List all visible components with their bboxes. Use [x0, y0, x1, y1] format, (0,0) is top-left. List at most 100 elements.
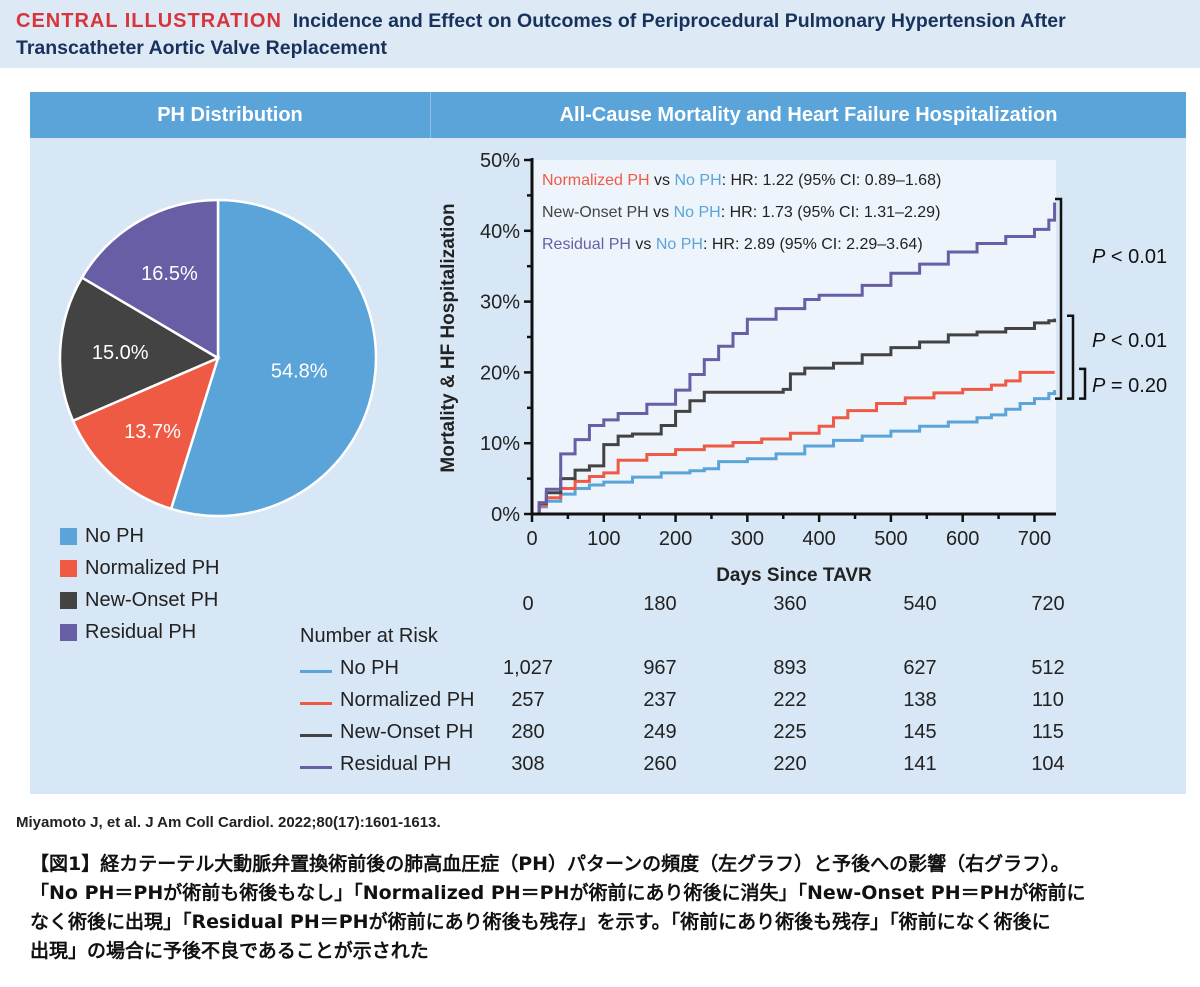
number-at-risk-title: Number at Risk	[300, 625, 438, 647]
caption-line: なく術後に出現」「Residual PH＝PHが術前にあり術後も残存」を示す。「…	[30, 911, 1051, 933]
risk-timepoint: 0	[522, 593, 534, 615]
hr-group: Residual PH	[542, 236, 631, 253]
hr-group: Normalized PH	[542, 172, 650, 189]
x-tick-label: 500	[874, 528, 907, 550]
x-tick-label: 700	[1018, 528, 1051, 550]
risk-value: 225	[773, 721, 807, 743]
risk-line-normalized-ph	[300, 702, 332, 705]
risk-timepoint: 540	[903, 593, 937, 615]
x-axis-label: Days Since TAVR	[716, 565, 872, 586]
p-value-normalized-ph-vs-no-ph: P = 0.20	[1092, 375, 1167, 397]
y-tick-label: 0%	[491, 504, 520, 526]
risk-value: 145	[903, 721, 937, 743]
risk-value: 220	[773, 753, 807, 775]
risk-value: 110	[1032, 689, 1064, 711]
km-chart: 0%10%20%30%40%50%0 100 200 300 400 500 600 700 …	[438, 150, 1167, 586]
figure-title-text: Incidence and Effect on Outcomes of Peri…	[16, 10, 1066, 59]
risk-timepoint: 720	[1031, 593, 1065, 615]
km-curve-normalized-ph	[532, 370, 1055, 516]
risk-value: 257	[511, 689, 545, 711]
risk-value: 115	[1032, 721, 1064, 743]
risk-value: 512	[1031, 657, 1065, 679]
x-tick-label: 100	[587, 528, 620, 550]
risk-value: 141	[903, 753, 937, 775]
risk-row-label: New-Onset PH	[340, 721, 474, 743]
legend-swatch-no-ph	[60, 527, 77, 545]
figure-title: CENTRAL ILLUSTRATION Incidence and Effec…	[16, 8, 1196, 62]
x-tick-label: 400	[802, 528, 835, 550]
legend-item-new-onset-ph: New-Onset PH	[60, 584, 219, 616]
citation: Miyamoto J, et al. J Am Coll Cardiol. 20…	[16, 814, 441, 831]
hr-ref: No PH	[674, 204, 721, 221]
header-divider	[430, 92, 431, 138]
p-value-residual-ph-vs-no-ph: P < 0.01	[1092, 246, 1167, 268]
x-tick-label: 300	[731, 528, 764, 550]
p-symbol: P	[1092, 330, 1106, 352]
pie-chart: 54.8% 13.7% 15.0% 16.5%	[58, 198, 378, 518]
legend-item-normalized-ph: Normalized PH	[60, 552, 219, 584]
legend-swatch-residual-ph	[60, 623, 77, 641]
p-symbol: P	[1092, 375, 1106, 397]
p-value-text: < 0.01	[1105, 246, 1167, 268]
legend-item-residual-ph: Residual PH	[60, 616, 219, 648]
p-value-bracket	[1055, 197, 1063, 400]
pie-slice-new-onset-ph	[58, 275, 221, 423]
risk-row-label: No PH	[340, 657, 399, 679]
p-value-new-onset-ph-vs-no-ph: P < 0.01	[1092, 330, 1167, 352]
risk-value: 308	[511, 753, 545, 775]
legend-swatch-normalized-ph	[60, 559, 77, 577]
hr-line-normalized-ph: Normalized PH vs No PH: HR: 1.22 (95% CI…	[542, 172, 941, 189]
x-tick-label: 0	[526, 528, 537, 550]
pie-slice-no-ph	[169, 198, 378, 518]
caption-line: 「No PH＝PHが術前も術後もなし」「Normalized PH＝PHが術前に…	[30, 882, 1086, 904]
y-tick-label: 40%	[480, 221, 520, 243]
japanese-caption: 【図1】経カテーテル大動脈弁置換術前後の肺高血圧症（PH）パターンの頻度（左グラ…	[30, 850, 1190, 966]
y-tick-label: 30%	[480, 292, 520, 314]
hazard-ratio-annotations: Normalized PH vs No PH: HR: 1.22 (95% CI…	[542, 172, 941, 253]
km-curve-new-onset-ph	[532, 318, 1057, 516]
p-value-bracket	[1079, 367, 1087, 400]
pie-label-residual-ph: 16.5%	[141, 263, 198, 285]
p-value-annotations: P < 0.01P < 0.01P = 0.20	[1055, 197, 1167, 400]
pie-slice-residual-ph	[80, 198, 220, 361]
risk-value: 222	[773, 689, 807, 711]
x-tick-label: 200	[659, 528, 692, 550]
risk-row-label: Residual PH	[340, 753, 452, 775]
risk-timepoint: 180	[643, 593, 677, 615]
hr-line-new-onset-ph: New-Onset PH vs No PH: HR: 1.73 (95% CI:…	[542, 204, 940, 221]
legend-label: Residual PH	[85, 620, 197, 643]
hr-line-residual-ph: Residual PH vs No PH: HR: 2.89 (95% CI: …	[542, 236, 923, 253]
title-band: CENTRAL ILLUSTRATION Incidence and Effec…	[0, 0, 1200, 68]
p-value-text: < 0.01	[1105, 330, 1167, 352]
legend-label: New-Onset PH	[85, 588, 219, 611]
pie-slice-normalized-ph	[71, 355, 221, 511]
km-curve-residual-ph	[532, 202, 1057, 516]
hr-stat: : HR: 1.73 (95% CI: 1.31–2.29)	[721, 204, 941, 221]
risk-value: 280	[511, 721, 545, 743]
p-value-text: = 0.20	[1105, 375, 1167, 397]
y-axis-label: Mortality & HF Hospitalization	[438, 203, 459, 472]
hr-ref: No PH	[675, 172, 722, 189]
pie-panel-header: PH Distribution	[30, 92, 430, 138]
hr-vs: vs	[654, 172, 670, 189]
hr-vs: vs	[653, 204, 669, 221]
risk-value: 260	[643, 753, 677, 775]
legend-item-no-ph: No PH	[60, 520, 219, 552]
risk-value: 237	[643, 689, 677, 711]
risk-line-no-ph	[300, 670, 332, 673]
pie-legend: No PH Normalized PH New-Onset PH Residua…	[60, 520, 219, 648]
pie-label-no-ph: 54.8%	[271, 360, 328, 382]
hr-stat: : HR: 1.22 (95% CI: 0.89–1.68)	[722, 172, 942, 189]
risk-value: 138	[903, 689, 937, 711]
risk-value: 249	[643, 721, 677, 743]
legend-label: Normalized PH	[85, 556, 220, 579]
risk-value: 893	[773, 657, 807, 679]
risk-line-new-onset-ph	[300, 734, 332, 737]
hr-ref: No PH	[656, 236, 703, 253]
km-curve-no-ph	[532, 390, 1057, 516]
risk-value: 104	[1031, 753, 1065, 775]
caption-line: 出現」の場合に予後不良であることが示された	[30, 940, 429, 962]
x-tick-label: 600	[946, 528, 979, 550]
legend-label: No PH	[85, 524, 144, 547]
caption-line: 【図1】経カテーテル大動脈弁置換術前後の肺高血圧症（PH）パターンの頻度（左グラ…	[30, 853, 1070, 875]
